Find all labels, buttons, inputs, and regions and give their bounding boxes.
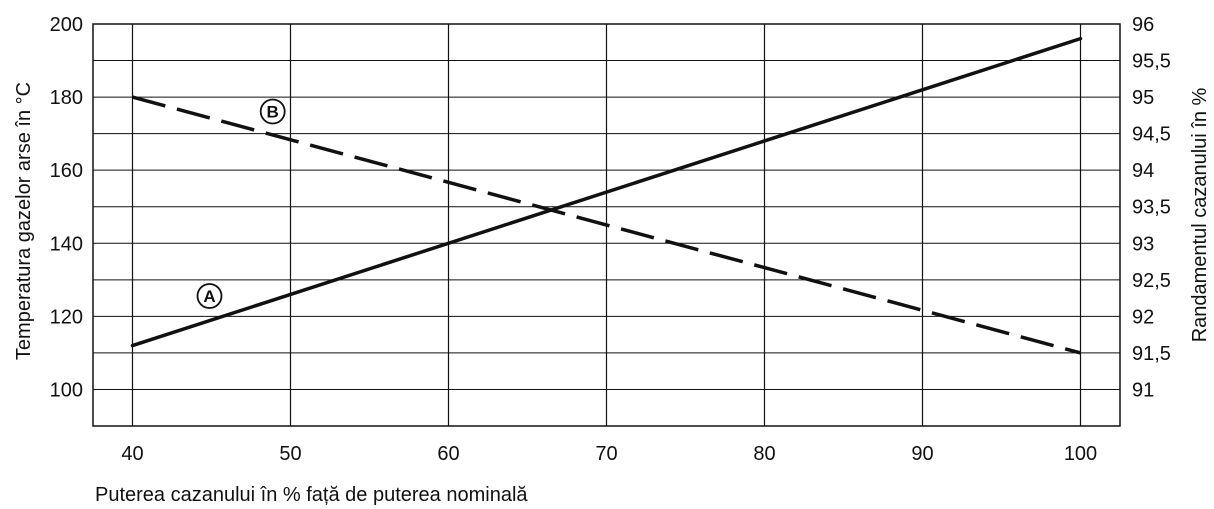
- series-line-b: [132, 95, 1081, 355]
- y-right-tick-label: 94: [1132, 160, 1154, 182]
- series-layer: [130, 36, 1083, 355]
- y-left-tick-label: 180: [50, 87, 83, 109]
- x-tick-label: 100: [1064, 443, 1097, 465]
- y-right-tick-label: 91: [1132, 379, 1154, 401]
- x-tick-label: 80: [753, 443, 775, 465]
- y-right-tick-label: 96: [1132, 14, 1154, 36]
- x-axis-title: Puterea cazanului în % față de puterea n…: [95, 484, 528, 506]
- y-axis-left-title: Temperatura gazelor arse în °C: [13, 82, 35, 360]
- y-right-tick-label: 94,5: [1132, 124, 1171, 146]
- series-marker-label-b: B: [267, 102, 279, 121]
- tick-labels: 40 50 60 70 80 90 100 91 91,5 92 92,5 93 93,5 94 94,5 9…: [50, 14, 1171, 465]
- y-left-tick-label: 100: [50, 379, 83, 401]
- y-right-tick-label: 95,5: [1132, 51, 1171, 73]
- y-right-tick-label: 91,5: [1132, 343, 1171, 365]
- series-marker-label-a: A: [203, 287, 215, 306]
- y-right-tick-label: 92,5: [1132, 270, 1171, 292]
- x-tick-label: 60: [437, 443, 459, 465]
- series-markers: AB: [196, 98, 286, 309]
- y-left-tick-label: 140: [50, 233, 83, 255]
- x-tick-label: 70: [595, 443, 617, 465]
- x-tick-label: 50: [279, 443, 301, 465]
- y-left-tick-label: 200: [50, 14, 83, 36]
- x-tick-label: 90: [911, 443, 933, 465]
- y-right-tick-label: 93: [1132, 233, 1154, 255]
- series-marker-circle-b: [259, 98, 286, 125]
- y-right-tick-label: 92: [1132, 306, 1154, 328]
- y-axis-right-title: Randamentul cazanului în %: [1189, 87, 1211, 342]
- y-right-tick-label: 93,5: [1132, 197, 1171, 219]
- series-marker-circle-a: [196, 283, 223, 309]
- y-left-tick-label: 160: [50, 160, 83, 182]
- series-line-a: [130, 36, 1083, 348]
- y-left-tick-label: 120: [50, 306, 83, 328]
- y-right-tick-label: 95: [1132, 87, 1154, 109]
- x-tick-label: 40: [121, 443, 143, 465]
